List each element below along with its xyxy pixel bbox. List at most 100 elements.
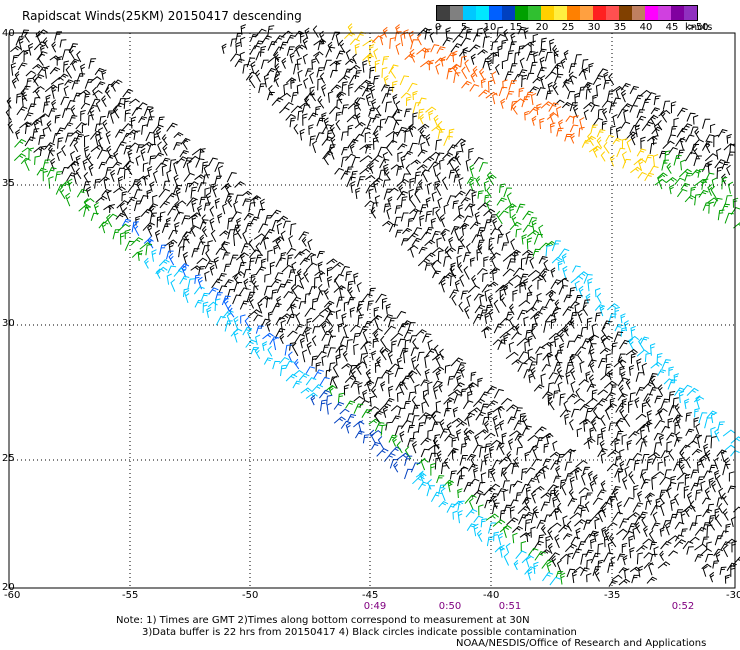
wind-barb xyxy=(667,134,676,143)
wind-barb xyxy=(646,494,652,505)
wind-barb xyxy=(684,473,691,486)
wind-barb xyxy=(474,211,480,225)
wind-barb xyxy=(329,146,335,160)
wind-barb xyxy=(509,205,515,219)
wind-barb xyxy=(371,98,377,111)
wind-barb xyxy=(145,243,153,256)
wind-barb xyxy=(198,266,206,275)
wind-barb xyxy=(433,434,441,445)
wind-barb xyxy=(232,270,245,278)
wind-barb xyxy=(477,190,484,199)
wind-barb xyxy=(98,221,109,229)
wind-barb xyxy=(348,83,354,97)
wind-barb xyxy=(317,95,325,109)
wind-barb xyxy=(549,522,562,530)
wind-barb xyxy=(65,100,76,111)
wind-barb xyxy=(427,381,433,395)
wind-barb xyxy=(430,462,436,476)
wind-barb xyxy=(352,53,357,65)
wind-barb xyxy=(664,150,671,163)
wind-barb xyxy=(305,392,318,399)
wind-barb xyxy=(542,458,552,467)
wind-barb xyxy=(581,140,591,148)
wind-barb xyxy=(670,125,678,135)
wind-barb xyxy=(354,43,360,55)
wind-barb xyxy=(387,317,397,328)
wind-barb xyxy=(444,247,456,254)
wind-barb xyxy=(563,78,570,92)
wind-barb xyxy=(223,297,230,311)
wind-barb xyxy=(470,371,477,382)
wind-barb xyxy=(20,29,30,38)
wind-barb xyxy=(612,488,619,501)
wind-barb xyxy=(553,390,560,399)
wind-barb xyxy=(619,449,625,459)
wind-barb xyxy=(615,87,621,98)
wind-barb xyxy=(397,151,403,162)
wind-barb xyxy=(106,189,112,202)
wind-barb xyxy=(36,167,47,176)
wind-barb xyxy=(612,137,622,145)
wind-barb xyxy=(152,124,164,133)
wind-barb xyxy=(112,105,120,119)
wind-barb xyxy=(412,404,420,416)
wind-barb xyxy=(518,300,531,307)
wind-barb xyxy=(684,194,696,203)
wind-barb xyxy=(517,435,523,447)
wind-barb xyxy=(185,182,193,193)
wind-barb xyxy=(656,172,668,179)
wind-barb xyxy=(448,157,455,171)
wind-barb xyxy=(262,341,268,351)
wind-barb xyxy=(223,263,232,273)
wind-barb xyxy=(299,257,311,266)
wind-barb xyxy=(88,58,97,69)
wind-barb xyxy=(653,546,659,557)
wind-barb xyxy=(416,33,422,46)
wind-barb xyxy=(101,221,107,234)
wind-barb xyxy=(466,176,476,185)
wind-barb xyxy=(229,254,239,265)
wind-barb xyxy=(229,53,241,62)
wind-barb xyxy=(680,182,690,190)
wind-barb xyxy=(147,203,158,211)
wind-barb xyxy=(391,415,402,423)
wind-barb xyxy=(201,161,209,174)
wind-barb xyxy=(122,88,134,98)
wind-barb xyxy=(726,151,736,163)
wind-barb xyxy=(643,562,654,569)
wind-barb xyxy=(617,377,629,387)
wind-barb xyxy=(596,292,602,304)
wind-barb xyxy=(214,198,220,209)
wind-barb xyxy=(565,361,574,373)
wind-barb xyxy=(544,51,553,62)
wind-barb xyxy=(488,237,495,251)
wind-barb xyxy=(274,272,284,280)
wind-barb xyxy=(341,363,353,370)
wind-barb xyxy=(502,268,515,277)
wind-barb xyxy=(623,320,629,332)
wind-barb xyxy=(694,408,700,418)
wind-barb xyxy=(106,213,113,228)
wind-barb xyxy=(548,552,560,562)
wind-barb xyxy=(520,257,527,269)
wind-barb xyxy=(527,284,533,296)
wind-barb xyxy=(133,130,141,140)
wind-barb xyxy=(381,297,388,310)
wind-barb xyxy=(373,306,380,317)
wind-barb xyxy=(176,156,188,165)
wind-barb xyxy=(427,161,440,171)
wind-barb xyxy=(663,378,674,385)
legend-units: knots xyxy=(685,22,713,33)
wind-barb xyxy=(563,325,569,337)
wind-barb xyxy=(294,333,306,344)
wind-barb xyxy=(572,265,581,273)
wind-barb xyxy=(410,347,420,357)
wind-barb xyxy=(398,184,404,196)
wind-barb xyxy=(363,341,369,355)
wind-barb xyxy=(421,401,427,414)
wind-barb xyxy=(578,285,584,298)
wind-barb xyxy=(341,146,350,156)
wind-barb xyxy=(103,178,109,189)
wind-barb xyxy=(299,276,305,290)
wind-barb xyxy=(147,165,153,178)
